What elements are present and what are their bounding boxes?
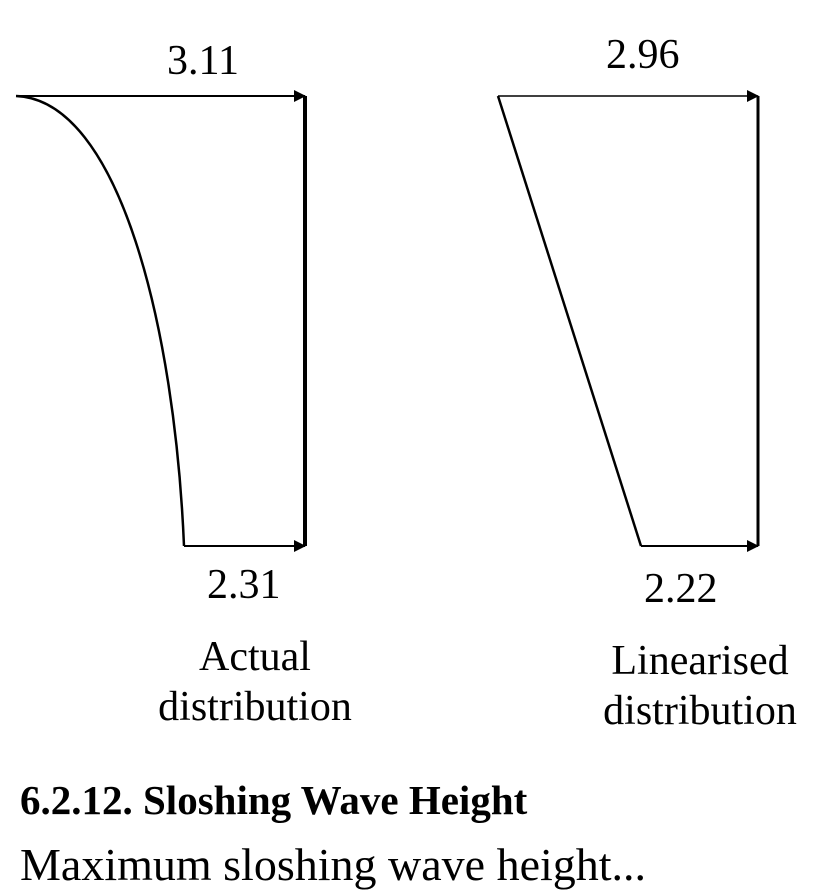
actual-caption-line2: distribution: [158, 684, 352, 730]
distribution-diagram: [15, 90, 760, 552]
distribution-figure: 3.11 2.31 Actual distribution 2.96 2.22 …: [15, 32, 823, 736]
linearised-top-value: 2.96: [606, 32, 680, 78]
actual-caption: Actual distribution: [105, 632, 405, 732]
linearised-bottom-value: 2.22: [644, 566, 718, 612]
actual-distribution-shape: [15, 90, 307, 552]
linearised-distribution-shape: [496, 90, 760, 552]
linearised-caption-line1: Linearised: [611, 638, 789, 684]
actual-caption-line1: Actual: [199, 634, 311, 680]
linearised-caption: Linearised distribution: [550, 636, 823, 736]
linearised-slope: [496, 95, 643, 547]
body-text-fragment: Maximum sloshing wave height...: [20, 839, 647, 890]
section-heading: 6.2.12. Sloshing Wave Height: [20, 777, 528, 823]
actual-bottom-value: 2.31: [207, 562, 281, 608]
linearised-caption-line2: distribution: [603, 688, 797, 734]
actual-top-value: 3.11: [167, 38, 239, 84]
actual-curve: [15, 94, 186, 547]
